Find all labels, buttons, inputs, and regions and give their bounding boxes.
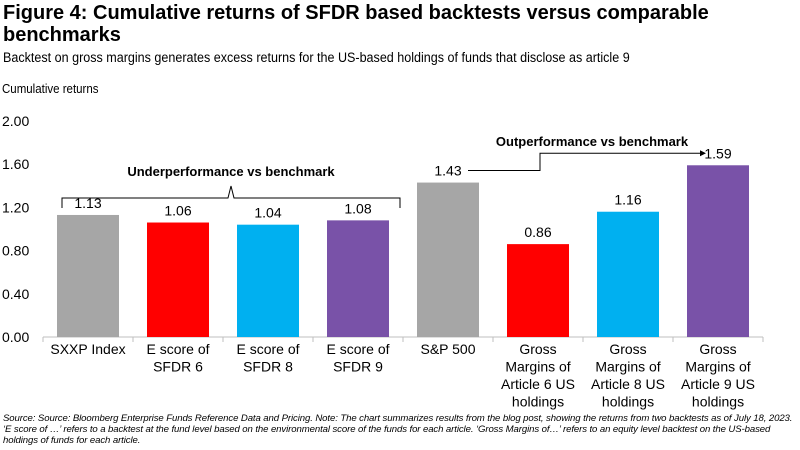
y-axis-label: Cumulative returns xyxy=(2,82,99,96)
y-tick-label: 0.80 xyxy=(2,243,29,259)
x-tick-label: Gross xyxy=(609,341,646,357)
x-tick-label: SXXP Index xyxy=(50,341,125,357)
bar xyxy=(147,222,209,337)
x-tick-label: Article 9 US xyxy=(681,376,755,392)
arrowhead-icon xyxy=(700,150,706,157)
x-tick-label: Article 8 US xyxy=(591,376,665,392)
data-label: 0.86 xyxy=(524,224,551,240)
data-label: 1.13 xyxy=(74,195,101,211)
data-label: 1.43 xyxy=(434,163,461,179)
source-note: Source: Source: Bloomberg Enterprise Fun… xyxy=(3,413,793,446)
x-tick-label: E score of xyxy=(146,341,209,357)
figure-title: Figure 4: Cumulative returns of SFDR bas… xyxy=(3,2,709,46)
bar xyxy=(597,211,659,337)
x-tick-label: SFDR 6 xyxy=(153,359,203,375)
x-tick-label: Margins of xyxy=(595,359,660,375)
y-tick-label: 1.60 xyxy=(2,156,29,172)
x-tick-label: holdings xyxy=(602,394,654,410)
x-tick-label: E score of xyxy=(326,341,389,357)
outperformance-annotation: Outperformance vs benchmark xyxy=(496,134,689,149)
x-tick-label: holdings xyxy=(692,394,744,410)
bar xyxy=(327,220,389,337)
underperformance-brace xyxy=(61,185,401,208)
bar xyxy=(507,244,569,337)
x-tick-label: SFDR 8 xyxy=(243,359,293,375)
x-tick-label: Margins of xyxy=(505,359,570,375)
x-tick-label: SFDR 9 xyxy=(333,359,383,375)
data-label: 1.04 xyxy=(254,205,281,221)
y-tick-label: 0.40 xyxy=(2,286,29,302)
y-tick-label: 2.00 xyxy=(2,113,29,129)
bar xyxy=(417,182,479,337)
y-tick-label: 0.00 xyxy=(2,329,29,345)
x-tick-label: holdings xyxy=(512,394,564,410)
outperformance-arrow-line xyxy=(468,152,700,172)
bar xyxy=(57,214,119,337)
x-tick-label: Gross xyxy=(519,341,556,357)
y-tick-label: 1.20 xyxy=(2,199,29,215)
data-label: 1.16 xyxy=(614,192,641,208)
x-tick-label: S&P 500 xyxy=(420,341,475,357)
data-label: 1.08 xyxy=(344,200,371,216)
data-label: 1.59 xyxy=(704,145,731,161)
x-tick-label: E score of xyxy=(236,341,299,357)
bar xyxy=(237,224,299,337)
x-tick-label: Gross xyxy=(699,341,736,357)
data-label: 1.06 xyxy=(164,203,191,219)
figure-subtitle: Backtest on gross margins generates exce… xyxy=(3,50,630,65)
x-tick-label: Article 6 US xyxy=(501,376,575,392)
x-tick-label: Margins of xyxy=(685,359,750,375)
underperformance-annotation: Underperformance vs benchmark xyxy=(127,164,335,179)
bar xyxy=(687,165,749,337)
